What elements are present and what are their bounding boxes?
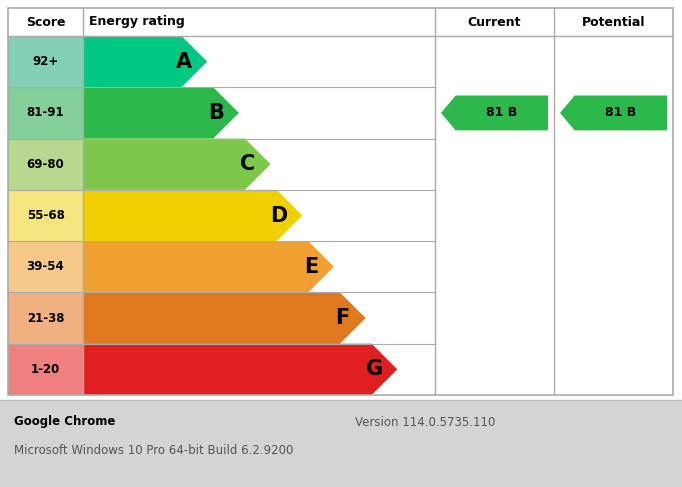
Bar xyxy=(8,36,83,87)
Polygon shape xyxy=(441,95,548,131)
Text: 39-54: 39-54 xyxy=(27,260,64,273)
Text: Version 114.0.5735.110: Version 114.0.5735.110 xyxy=(355,415,495,429)
Text: G: G xyxy=(366,359,383,379)
Text: 69-80: 69-80 xyxy=(27,158,64,171)
Text: 55-68: 55-68 xyxy=(27,209,64,222)
Bar xyxy=(8,190,83,241)
Text: 1-20: 1-20 xyxy=(31,363,60,376)
Text: A: A xyxy=(176,52,192,72)
Text: Potential: Potential xyxy=(582,16,645,29)
Text: 21-38: 21-38 xyxy=(27,312,64,324)
Text: Energy rating: Energy rating xyxy=(89,16,185,29)
Polygon shape xyxy=(83,36,207,87)
Bar xyxy=(8,292,83,344)
Bar xyxy=(8,139,83,190)
Text: B: B xyxy=(208,103,224,123)
Polygon shape xyxy=(83,139,271,190)
Text: Current: Current xyxy=(468,16,521,29)
Polygon shape xyxy=(83,87,239,139)
Text: 81-91: 81-91 xyxy=(27,107,64,119)
Bar xyxy=(8,241,83,292)
Text: C: C xyxy=(240,154,255,174)
Polygon shape xyxy=(83,190,302,241)
Bar xyxy=(8,87,83,139)
Polygon shape xyxy=(560,95,667,131)
Text: E: E xyxy=(303,257,318,277)
Text: Microsoft Windows 10 Pro 64-bit Build 6.2.9200: Microsoft Windows 10 Pro 64-bit Build 6.… xyxy=(14,444,293,456)
Polygon shape xyxy=(83,344,398,395)
Text: 81 B: 81 B xyxy=(486,107,518,119)
Polygon shape xyxy=(83,241,334,292)
Text: Score: Score xyxy=(26,16,65,29)
Text: Google Chrome: Google Chrome xyxy=(14,415,115,429)
Text: F: F xyxy=(336,308,350,328)
Bar xyxy=(8,8,673,395)
Polygon shape xyxy=(83,292,366,344)
Text: 92+: 92+ xyxy=(32,55,59,68)
Bar xyxy=(0,400,682,487)
Text: D: D xyxy=(271,206,288,225)
Bar xyxy=(8,344,83,395)
Text: 81 B: 81 B xyxy=(605,107,636,119)
